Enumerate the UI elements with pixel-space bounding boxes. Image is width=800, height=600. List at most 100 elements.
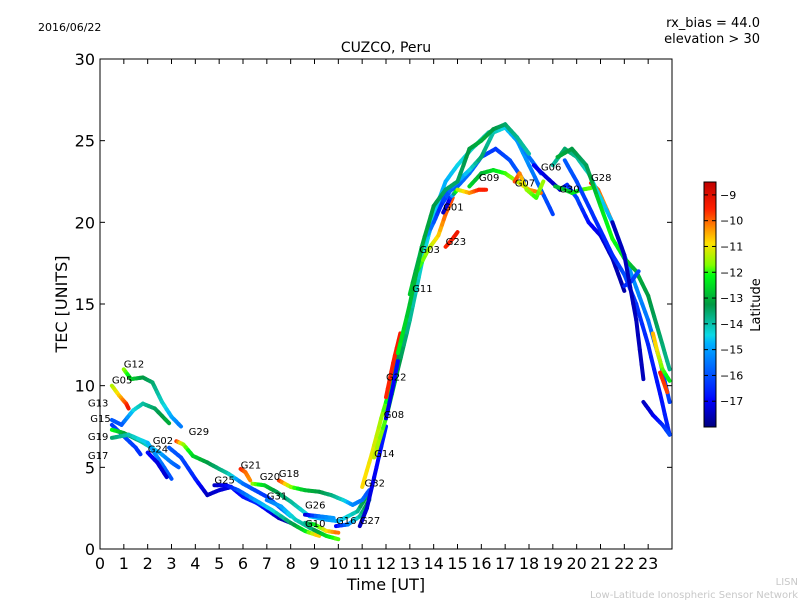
trace-segment <box>416 244 424 264</box>
sat-label-g01: G01 <box>443 203 463 214</box>
trace-g12 <box>121 367 183 429</box>
sat-label-g26: G26 <box>305 501 325 512</box>
sat-label-g15: G15 <box>90 414 110 425</box>
trace-segment <box>410 289 418 308</box>
colorbar <box>703 181 717 428</box>
colorbar-ticks: −9 −10 −11 −12 −13 −14 −15 −16 −17 <box>704 189 743 408</box>
x-tick-label: 5 <box>214 554 224 573</box>
trace-segment <box>663 385 670 395</box>
sat-label-g07: G07 <box>515 178 535 189</box>
trace-segment <box>395 338 403 355</box>
trace-segment <box>634 318 640 337</box>
trace-segment <box>652 367 660 384</box>
sat-label-g05: G05 <box>112 376 132 387</box>
trace-segment <box>333 536 341 542</box>
trace-g33 <box>555 146 672 372</box>
y-tick-label: 5 <box>85 458 95 477</box>
trace-segment <box>422 236 430 253</box>
colorbar-tick-label: −10 <box>720 215 743 228</box>
trace-segment <box>163 417 172 426</box>
colorbar-label: Latitude <box>749 278 764 332</box>
trace-segment <box>398 326 406 343</box>
trace-segment <box>394 359 400 370</box>
sat-label-g32: G32 <box>365 479 385 490</box>
x-tick-label: 23 <box>638 554 658 573</box>
plot-area <box>99 58 673 550</box>
trace-segment <box>454 230 460 236</box>
colorbar-tick-label: −14 <box>720 318 743 331</box>
x-tick-label: 18 <box>519 554 539 573</box>
trace-segment <box>631 302 639 323</box>
x-tick-label: 15 <box>447 554 467 573</box>
sat-label-g13: G13 <box>88 398 108 409</box>
trace-g38 <box>641 400 672 437</box>
x-tick-label: 0 <box>95 554 105 573</box>
sat-label-g17: G17 <box>88 451 108 462</box>
y-tick-label: 15 <box>75 295 95 314</box>
trace-segment <box>646 342 654 360</box>
x-tick-label: 20 <box>566 554 586 573</box>
trace-segment <box>407 287 415 306</box>
trace-g07 <box>512 171 546 200</box>
sat-label-g02: G02 <box>153 436 173 447</box>
chart-title: CUZCO, Peru <box>341 40 431 56</box>
y-tick-label: 0 <box>85 540 95 559</box>
trace-g27 <box>357 424 388 529</box>
x-tick-label: 10 <box>328 554 348 573</box>
trace-g13 <box>109 401 172 427</box>
sat-label-g29: G29 <box>189 427 209 438</box>
sat-label-g28: G28 <box>591 173 611 184</box>
trace-segment <box>407 304 415 323</box>
sat-label-g12: G12 <box>124 359 144 370</box>
sat-label-g31: G31 <box>267 492 287 503</box>
x-tick-label: 19 <box>543 554 563 573</box>
colorbar-tick-label: −15 <box>720 344 743 357</box>
date-label: 2016/06/22 <box>38 21 101 34</box>
colorbar-tick-label: −17 <box>720 395 743 408</box>
trace-g10 <box>303 520 341 535</box>
sat-label-g09: G09 <box>479 173 499 184</box>
x-tick-label: 9 <box>309 554 319 573</box>
trace-g36 <box>650 331 672 383</box>
sat-label-g08: G08 <box>384 410 404 421</box>
colorbar-tick-label: −12 <box>720 266 743 279</box>
sat-label-g11: G11 <box>412 284 432 295</box>
sat-label-g25: G25 <box>214 475 234 486</box>
footer-network: Low-Latitude Ionospheric Sensor Network <box>590 590 798 600</box>
sat-label-g27: G27 <box>360 516 380 527</box>
trace-g21 <box>238 467 253 483</box>
trace-g23 <box>443 230 460 249</box>
y-tick-label: 25 <box>75 132 95 151</box>
trace-segment <box>396 331 403 343</box>
x-tick-label: 13 <box>400 554 420 573</box>
trace-g26 <box>303 512 336 520</box>
sat-label-g18: G18 <box>279 469 299 480</box>
trace-segment <box>137 450 143 457</box>
trace-segment <box>404 318 412 335</box>
sat-label-g24: G24 <box>148 444 168 455</box>
trace-segment <box>665 375 672 383</box>
trace-segment <box>401 314 409 331</box>
sat-label-g10: G10 <box>305 519 325 530</box>
sat-label-g20: G20 <box>260 472 280 483</box>
x-tick-label: 6 <box>238 554 248 573</box>
satellite-traces <box>109 122 672 542</box>
colorbar-tick-label: −16 <box>720 369 743 382</box>
x-tick-label: 7 <box>262 554 272 573</box>
trace-segment <box>162 471 169 480</box>
y-tick-label: 20 <box>75 213 95 232</box>
x-tick-label: 2 <box>143 554 153 573</box>
trace-segment <box>247 476 253 483</box>
trace-segment <box>628 285 636 306</box>
x-tick-label: 12 <box>376 554 396 573</box>
trace-segment <box>637 347 644 367</box>
trace-segment <box>636 333 642 352</box>
trace-g34 <box>562 158 672 437</box>
y-tick-label: 30 <box>75 50 95 69</box>
trace-segment <box>539 179 546 188</box>
trace-segment <box>176 422 183 429</box>
trace-g08 <box>384 359 400 421</box>
trace-g39 <box>610 220 646 382</box>
trace-segment <box>665 430 672 437</box>
